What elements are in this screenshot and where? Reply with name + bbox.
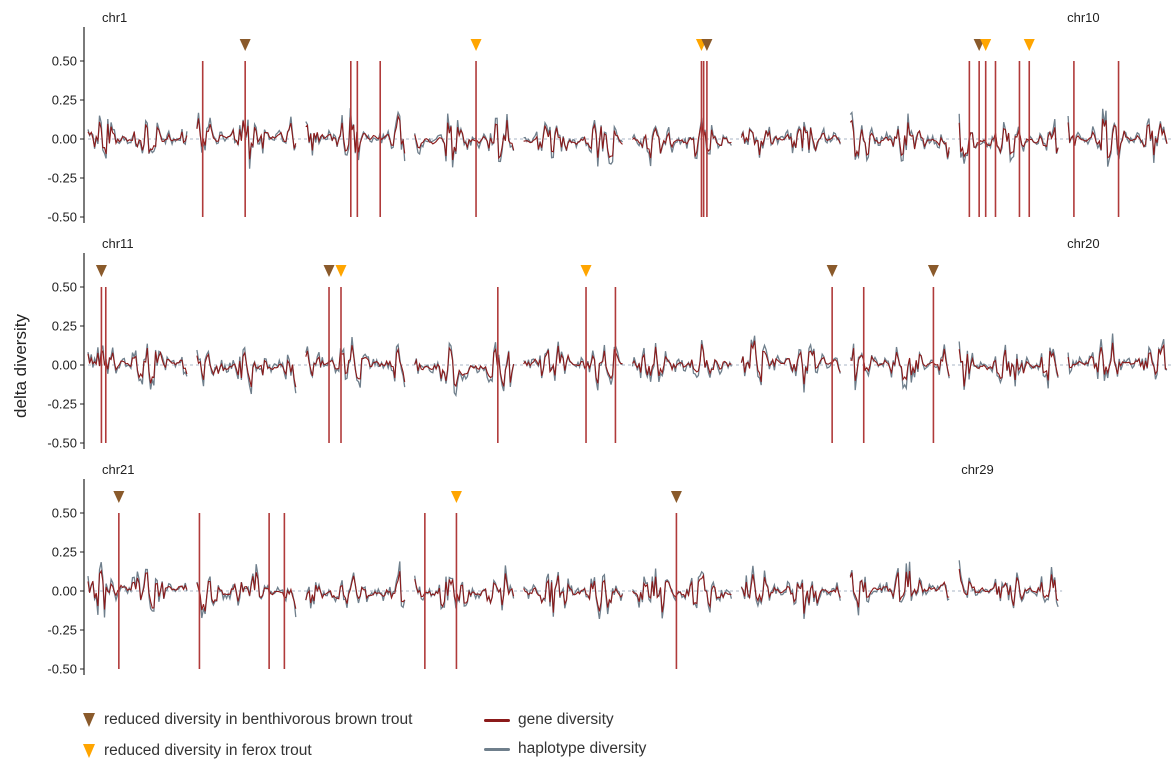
gene-diversity-line (523, 345, 623, 384)
benthivorous-marker (95, 265, 107, 277)
gene-diversity-line (632, 573, 732, 613)
gene-diversity-line (740, 574, 841, 614)
gene-diversity-line (414, 573, 515, 608)
y-tick-label: 0.00 (52, 584, 77, 599)
legend-haplotype-label: haplotype diversity (518, 740, 647, 757)
haplotype-diversity-line (87, 562, 188, 618)
haplotype-diversity-line (740, 335, 841, 393)
gene-diversity-line (1067, 342, 1168, 376)
gene-diversity-line (958, 122, 1059, 159)
haplotype-diversity-line (958, 560, 1059, 609)
panel-row-1: 0.50 0.25 0.00 -0.25 -0.50 chr1 chr10 (47, 10, 1171, 225)
haplotype-diversity-line (196, 112, 297, 169)
ferox-marker (1023, 39, 1035, 51)
haplotype-diversity-line (631, 568, 733, 619)
benthivorous-marker (113, 491, 125, 503)
chromosome-label-first: chr21 (102, 462, 135, 477)
gene-diversity-line (849, 571, 950, 608)
y-tick-label: 0.50 (52, 280, 77, 295)
haplotype-diversity-line (1067, 108, 1168, 167)
haplotype-diversity-line (305, 108, 406, 162)
gene-diversity-line (87, 569, 188, 610)
chromosome-label-first: chr11 (102, 236, 134, 251)
y-tick-label: 0.50 (52, 54, 77, 69)
benthivorous-marker (670, 491, 682, 503)
legend-ferox: reduced diversity in ferox trout (83, 742, 312, 760)
gene-diversity-line (958, 349, 1059, 387)
gene-diversity-line (87, 121, 188, 155)
benthivorous-triangle-icon (83, 713, 95, 727)
gene-diversity-line (958, 568, 1059, 606)
y-tick-label: -0.25 (47, 171, 77, 186)
gene-diversity-line (196, 118, 297, 160)
chromosome-label-first: chr1 (102, 10, 127, 25)
chromosome-label-last: chr10 (1067, 10, 1100, 25)
benthivorous-marker (323, 265, 335, 277)
haplotype-diversity-line (414, 565, 515, 611)
gene-diversity-line (850, 348, 950, 382)
haplotype-diversity-line (1067, 333, 1168, 381)
legend-gene-diversity: gene diversity (484, 711, 614, 729)
gene-diversity-line (305, 345, 406, 383)
haplotype-diversity-line (196, 564, 297, 619)
gene-diversity-line (740, 126, 841, 156)
panel-row-3: 0.50 0.25 0.00 -0.25 -0.50 chr21 chr29 (47, 462, 1063, 677)
y-tick-label: -0.50 (47, 436, 77, 451)
ferox-marker (450, 491, 462, 503)
gene-diversity-line (414, 120, 515, 161)
legend-benthivorous: reduced diversity in benthivorous brown … (83, 711, 412, 729)
haplotype-diversity-line (849, 111, 950, 163)
y-axis-label: delta diversity (11, 314, 30, 418)
haplotype-diversity-line (87, 115, 188, 159)
haplotype-diversity-line (523, 119, 623, 167)
gene-diversity-line (1067, 118, 1168, 159)
gene-diversity-line (414, 346, 515, 388)
chromosome-label-last: chr20 (1067, 236, 1100, 251)
gene-diversity-line (740, 340, 841, 385)
y-tick-label: -0.50 (47, 210, 77, 225)
ferox-marker (470, 39, 482, 51)
gene-diversity-swatch (484, 718, 510, 722)
gene-diversity-line (305, 114, 406, 154)
gene-diversity-line (849, 119, 950, 158)
ferox-marker (980, 39, 992, 51)
y-tick-label: -0.25 (47, 623, 77, 638)
gene-diversity-line (632, 122, 732, 159)
gene-diversity-line (632, 344, 732, 377)
legend-gene-label: gene diversity (518, 711, 614, 728)
ferox-marker (335, 265, 347, 277)
gene-diversity-line (523, 575, 623, 613)
y-tick-label: 0.00 (52, 132, 77, 147)
benthivorous-marker (701, 39, 713, 51)
y-tick-label: 0.25 (52, 93, 77, 108)
benthivorous-marker (826, 265, 838, 277)
gene-diversity-line (196, 351, 297, 388)
haplotype-diversity-swatch (484, 747, 510, 751)
y-tick-label: -0.25 (47, 397, 77, 412)
ferox-marker (580, 265, 592, 277)
y-tick-label: 0.25 (52, 545, 77, 560)
y-tick-label: -0.50 (47, 662, 77, 677)
legend-benthivorous-label: reduced diversity in benthivorous brown … (104, 711, 413, 728)
gene-diversity-line (87, 347, 188, 384)
panel-row-2: 0.50 0.25 0.00 -0.25 -0.50 chr11 chr20 (47, 236, 1171, 451)
gene-diversity-line (196, 572, 297, 612)
gene-diversity-line (305, 571, 406, 604)
benthivorous-marker (239, 39, 251, 51)
y-tick-label: 0.00 (52, 358, 77, 373)
benthivorous-marker (927, 265, 939, 277)
legend-haplotype-diversity: haplotype diversity (484, 740, 646, 758)
chromosome-label-last: chr29 (961, 462, 994, 477)
haplotype-diversity-line (849, 561, 950, 616)
ferox-triangle-icon (83, 744, 95, 758)
y-tick-label: 0.50 (52, 506, 77, 521)
gene-diversity-line (523, 123, 623, 159)
legend-ferox-label: reduced diversity in ferox trout (104, 742, 312, 759)
y-tick-label: 0.25 (52, 319, 77, 334)
